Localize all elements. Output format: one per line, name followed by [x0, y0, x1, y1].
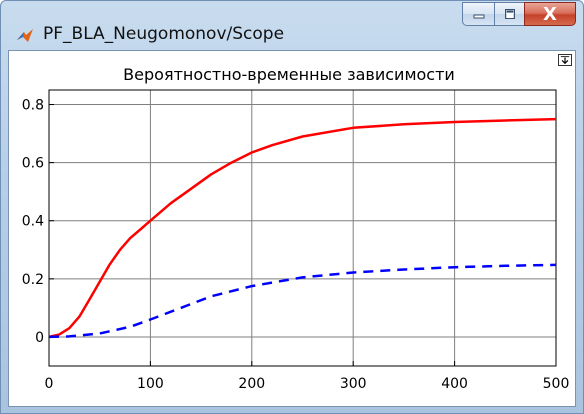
maximize-icon [504, 9, 515, 19]
axes-frame [48, 89, 557, 367]
title-bar[interactable]: PF_BLA_Neugomonov/Scope X [1, 1, 583, 49]
x-tick-label: 500 [543, 376, 570, 392]
close-button[interactable]: X [524, 2, 576, 26]
y-tick-label: 0.4 [22, 214, 44, 230]
y-tick-label: 0.6 [22, 156, 44, 172]
close-icon: X [543, 3, 557, 25]
window-title: PF_BLA_Neugomonov/Scope [43, 24, 285, 44]
minimize-icon [473, 14, 484, 19]
y-tick-label: 0.8 [22, 98, 44, 114]
x-tick-label: 0 [45, 376, 54, 392]
scope-plot-area: Вероятностно-временные зависимости 0 100 2… [8, 50, 576, 407]
series-line-red [48, 117, 557, 339]
undock-arrow-icon[interactable] [558, 54, 572, 66]
x-tick-label: 300 [340, 376, 367, 392]
y-tick-label: 0.2 [22, 272, 44, 288]
chart-title: Вероятностно-временные зависимости [123, 65, 455, 84]
maximize-button[interactable] [494, 2, 524, 26]
y-tick-label: 0 [35, 330, 44, 346]
minimize-button[interactable] [462, 2, 494, 26]
x-tick-label: 200 [238, 376, 265, 392]
x-tick-label: 400 [441, 376, 468, 392]
x-tick-label: 100 [137, 376, 164, 392]
matlab-icon [17, 29, 33, 42]
scope-chart: Вероятностно-временные зависимости 0 100 2… [22, 65, 570, 392]
series-line-blue-dashed [48, 263, 557, 339]
caption-buttons: X [462, 2, 576, 26]
